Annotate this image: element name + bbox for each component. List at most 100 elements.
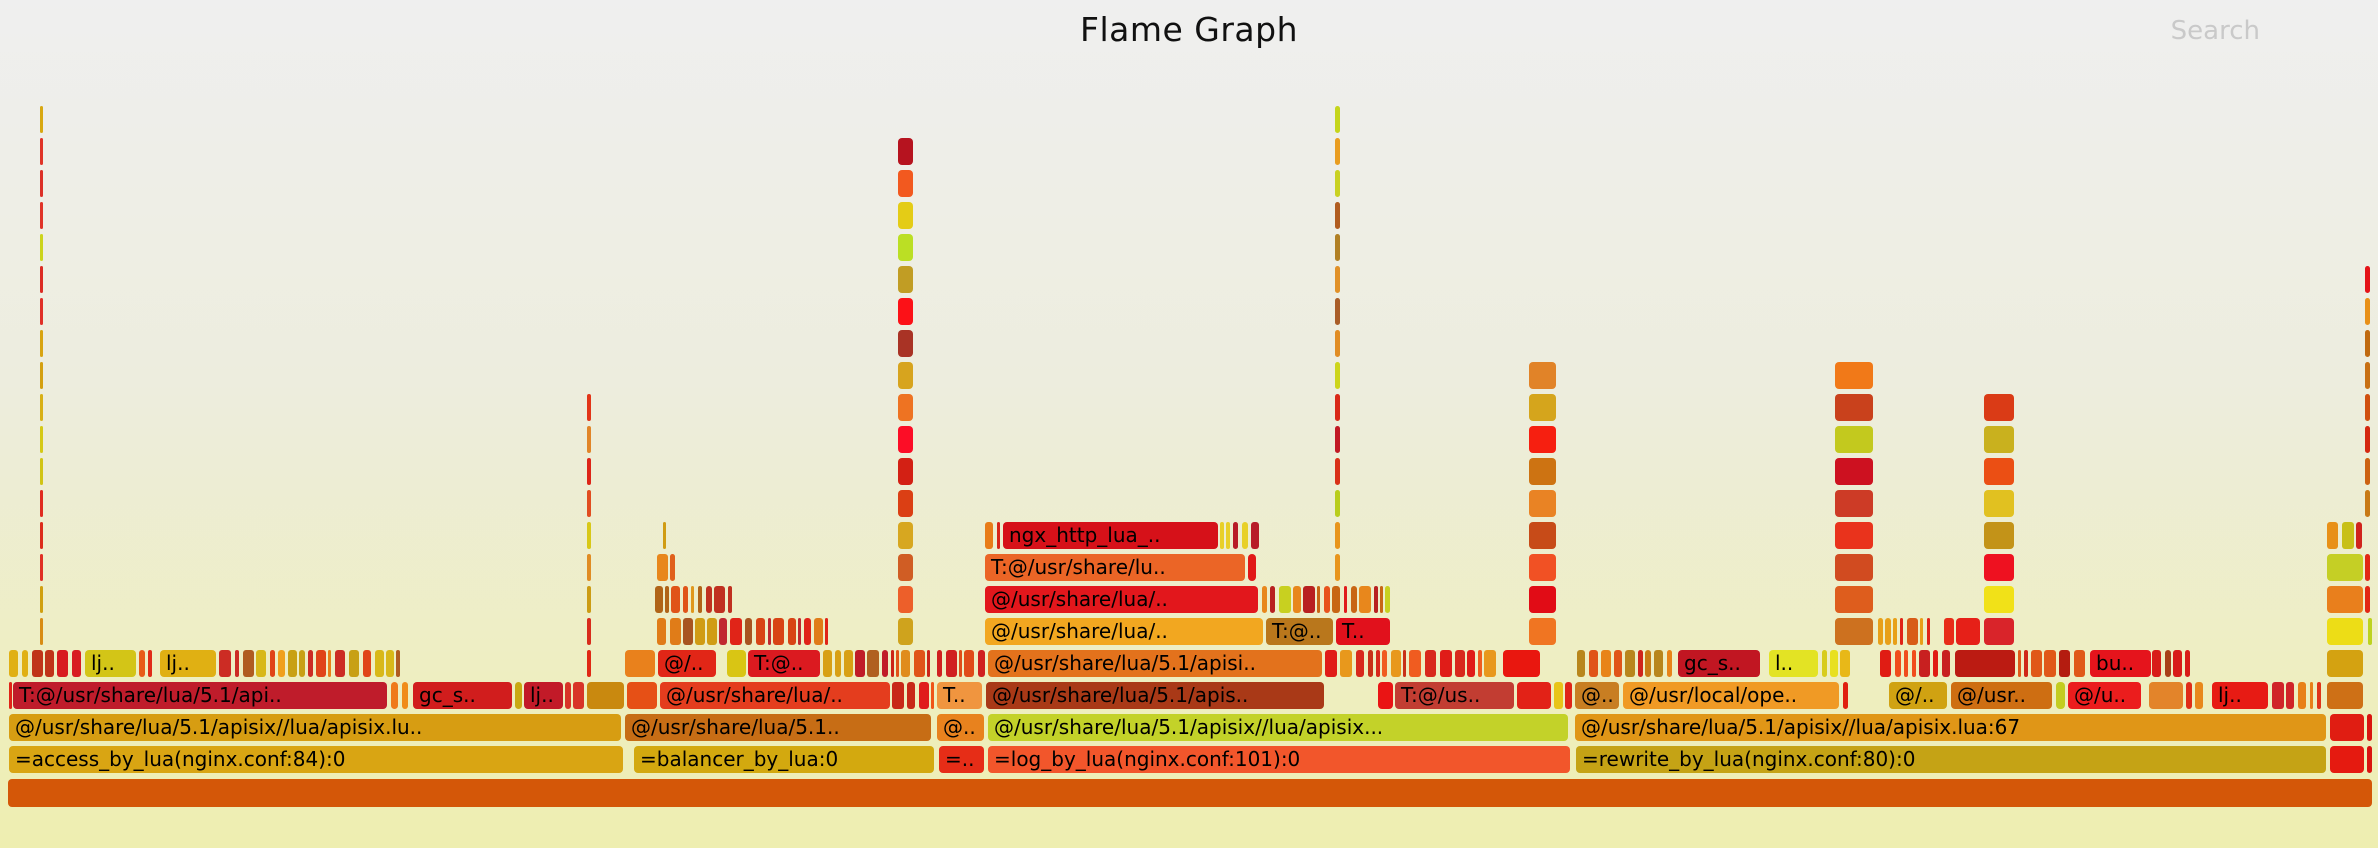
flame-frame-sliver[interactable] xyxy=(2298,682,2306,709)
search-button[interactable]: Search xyxy=(2170,16,2260,46)
flame-frame[interactable] xyxy=(2327,682,2363,709)
flame-frame[interactable]: @/usr/share/lua/5.1/apisi.. xyxy=(988,650,1322,677)
flame-frame[interactable]: =.. xyxy=(939,746,984,773)
flame-frame[interactable] xyxy=(2330,714,2364,741)
flame-frame-sliver[interactable] xyxy=(2024,650,2028,677)
flame-frame-sliver[interactable] xyxy=(1840,650,1850,677)
flame-frame[interactable] xyxy=(40,554,43,581)
flame-frame[interactable] xyxy=(1835,394,1873,421)
flame-frame-sliver[interactable] xyxy=(1822,650,1827,677)
flame-frame[interactable]: =access_by_lua(nginx.conf:84):0 xyxy=(9,746,623,773)
flame-frame-sliver[interactable] xyxy=(706,586,712,613)
flame-frame-sliver[interactable] xyxy=(1880,650,1891,677)
flame-frame[interactable] xyxy=(2365,394,2370,421)
flame-frame[interactable] xyxy=(898,394,913,421)
flame-frame-sliver[interactable] xyxy=(270,650,275,677)
flame-frame-sliver[interactable] xyxy=(1625,650,1635,677)
flame-frame-sliver[interactable] xyxy=(671,586,680,613)
flame-frame[interactable] xyxy=(1335,298,1340,325)
flame-frame[interactable] xyxy=(1335,522,1340,549)
flame-frame[interactable] xyxy=(898,234,913,261)
flame-frame[interactable] xyxy=(898,618,913,645)
flame-frame-sliver[interactable] xyxy=(2059,650,2070,677)
flame-frame-sliver[interactable] xyxy=(683,586,688,613)
flame-frame-sliver[interactable] xyxy=(1403,650,1406,677)
flame-frame[interactable] xyxy=(1835,490,1873,517)
flame-frame[interactable] xyxy=(587,490,591,517)
flame-frame[interactable] xyxy=(1835,586,1873,613)
flame-frame[interactable] xyxy=(898,554,913,581)
flame-frame[interactable] xyxy=(663,522,666,549)
flame-frame-sliver[interactable] xyxy=(1391,650,1401,677)
flame-frame-sliver[interactable] xyxy=(2152,650,2161,677)
flame-frame[interactable] xyxy=(2330,746,2364,773)
flame-frame-sliver[interactable] xyxy=(1325,650,1337,677)
flame-frame[interactable]: lj.. xyxy=(2212,682,2268,709)
flame-frame-sliver[interactable] xyxy=(1293,586,1301,613)
flame-frame[interactable]: lj.. xyxy=(160,650,216,677)
flame-frame[interactable] xyxy=(8,779,2372,807)
flame-frame[interactable] xyxy=(2327,586,2363,613)
flame-frame-sliver[interactable] xyxy=(1440,650,1452,677)
flame-frame[interactable] xyxy=(40,138,43,165)
flame-frame-sliver[interactable] xyxy=(2356,522,2362,549)
flame-frame[interactable] xyxy=(1335,362,1340,389)
flame-frame-sliver[interactable] xyxy=(256,650,266,677)
flame-frame[interactable] xyxy=(898,426,913,453)
flame-frame[interactable]: @/usr/share/lua/5.1/apisix//lua/apisix.l… xyxy=(9,714,621,741)
flame-frame-sliver[interactable] xyxy=(299,650,305,677)
flame-frame[interactable] xyxy=(40,618,43,645)
flame-frame-sliver[interactable] xyxy=(2317,682,2321,709)
flame-frame-sliver[interactable] xyxy=(1933,650,1938,677)
flame-frame-sliver[interactable] xyxy=(1654,650,1663,677)
flame-frame-sliver[interactable] xyxy=(1344,586,1347,613)
flame-frame[interactable]: @/u.. xyxy=(2068,682,2141,709)
flame-frame-sliver[interactable] xyxy=(396,650,400,677)
flame-frame-sliver[interactable] xyxy=(825,618,828,645)
flame-frame-sliver[interactable] xyxy=(2173,650,2182,677)
flame-frame[interactable]: =rewrite_by_lua(nginx.conf:80):0 xyxy=(1576,746,2326,773)
flame-frame[interactable] xyxy=(40,330,43,357)
flame-frame[interactable]: l.. xyxy=(1769,650,1818,677)
flame-frame[interactable] xyxy=(2365,490,2370,517)
flame-frame-sliver[interactable] xyxy=(927,650,930,677)
flame-frame-sliver[interactable] xyxy=(1893,618,1897,645)
flame-frame-sliver[interactable] xyxy=(1262,586,1267,613)
flame-frame[interactable]: T:@.. xyxy=(1266,618,1333,645)
flame-frame-sliver[interactable] xyxy=(1270,586,1275,613)
flame-frame[interactable]: =log_by_lua(nginx.conf:101):0 xyxy=(988,746,1570,773)
flame-frame[interactable] xyxy=(1335,426,1340,453)
flame-frame-sliver[interactable] xyxy=(946,650,957,677)
flame-frame[interactable] xyxy=(2365,458,2370,485)
flame-frame[interactable] xyxy=(1335,106,1340,133)
flame-frame[interactable] xyxy=(627,682,657,709)
flame-frame[interactable] xyxy=(2327,618,2363,645)
flame-frame[interactable] xyxy=(1335,394,1340,421)
flame-frame[interactable] xyxy=(1529,394,1556,421)
flame-frame-sliver[interactable] xyxy=(1830,650,1838,677)
flame-frame[interactable] xyxy=(1835,554,1873,581)
flame-frame-sliver[interactable] xyxy=(1554,682,1563,709)
flame-frame[interactable] xyxy=(40,522,43,549)
flame-frame[interactable]: @/usr/local/ope.. xyxy=(1623,682,1839,709)
flame-frame-sliver[interactable] xyxy=(670,554,675,581)
flame-frame-sliver[interactable] xyxy=(835,650,841,677)
flame-frame-sliver[interactable] xyxy=(788,618,796,645)
flame-frame-sliver[interactable] xyxy=(768,618,771,645)
flame-frame-sliver[interactable] xyxy=(683,618,693,645)
flame-frame-sliver[interactable] xyxy=(2044,650,2056,677)
flame-frame-sliver[interactable] xyxy=(235,650,239,677)
flame-frame[interactable] xyxy=(587,650,591,677)
flame-frame[interactable]: lj.. xyxy=(85,650,136,677)
flame-frame[interactable] xyxy=(9,682,12,709)
flame-frame[interactable]: @/usr/share/lua/5.1/apisix//lua/apisix..… xyxy=(988,714,1568,741)
flame-frame-sliver[interactable] xyxy=(1226,522,1230,549)
flame-frame[interactable]: gc_s.. xyxy=(1678,650,1760,677)
flame-frame[interactable]: @/usr/share/lua/5.1/apis.. xyxy=(986,682,1324,709)
flame-frame[interactable] xyxy=(391,682,398,709)
flame-frame-sliver[interactable] xyxy=(2018,650,2021,677)
flame-frame-sliver[interactable] xyxy=(891,650,894,677)
flame-frame[interactable]: @.. xyxy=(937,714,984,741)
flame-frame-sliver[interactable] xyxy=(57,650,68,677)
flame-frame-sliver[interactable] xyxy=(1409,650,1421,677)
